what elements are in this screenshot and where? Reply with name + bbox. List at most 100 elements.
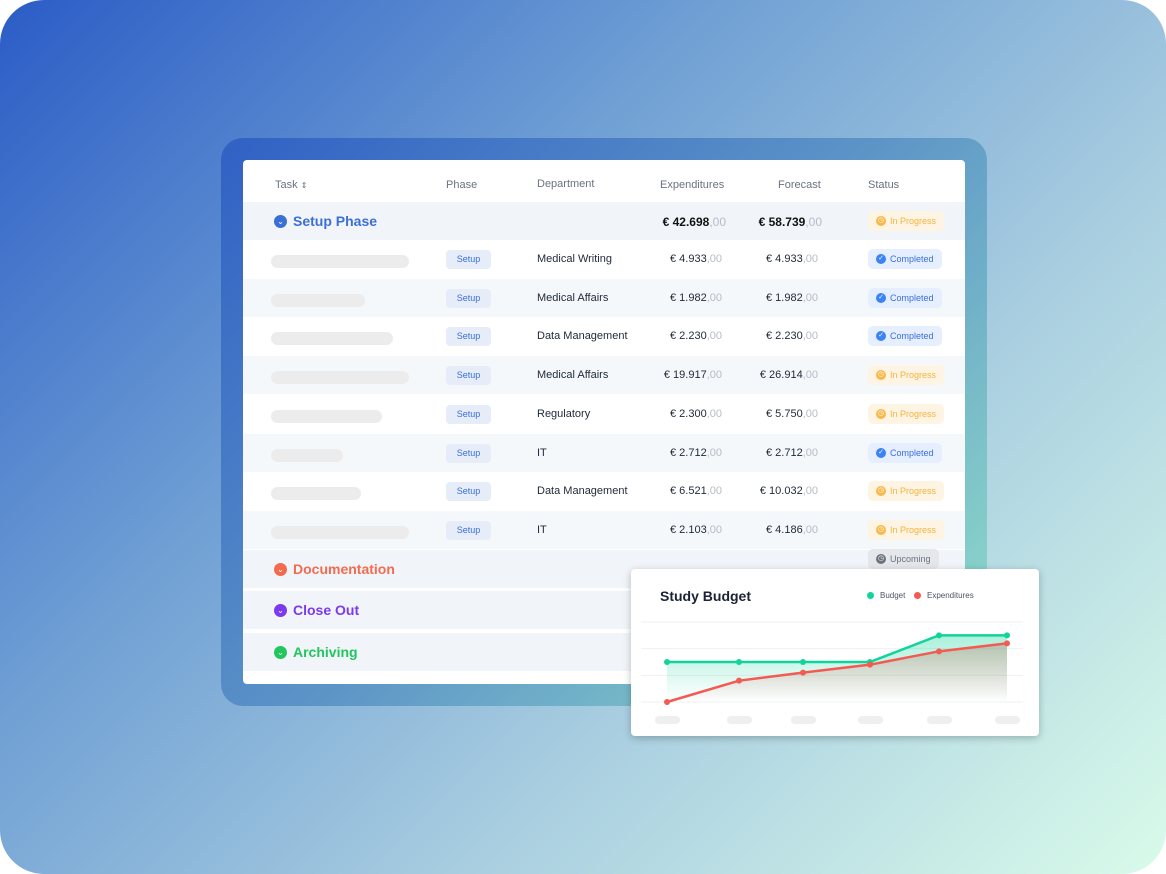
data-point bbox=[736, 659, 742, 665]
status-badge: ◷ Upcoming bbox=[868, 549, 939, 569]
table-row[interactable]: Setup IT € 2.712,00 € 2.712,00 ✓ Complete… bbox=[243, 433, 965, 472]
data-point bbox=[800, 669, 806, 676]
group-expenditures: € 42.698,00 bbox=[662, 215, 726, 229]
chart-title: Study Budget bbox=[660, 588, 751, 604]
chevron-down-icon[interactable]: ⌄ bbox=[274, 646, 287, 659]
phase-tag: Setup bbox=[446, 482, 491, 502]
forecast: € 1.982,00 bbox=[766, 291, 818, 304]
table-row[interactable]: Setup Data Management € 2.230,00 € 2.230… bbox=[243, 317, 965, 355]
chart-plot bbox=[641, 621, 1023, 724]
clock-icon: ◷ bbox=[876, 486, 886, 497]
check-icon: ✓ bbox=[876, 447, 886, 458]
status-badge: ◷ In Progress bbox=[868, 403, 945, 424]
task-name-placeholder bbox=[271, 255, 409, 268]
data-point bbox=[1004, 632, 1010, 639]
data-point bbox=[936, 648, 942, 655]
forecast: € 2.712,00 bbox=[766, 446, 818, 459]
phase-tag: Setup bbox=[446, 404, 491, 424]
department: Regulatory bbox=[537, 407, 591, 420]
status-badge: ◷ In Progress bbox=[868, 211, 945, 231]
forecast: € 2.230,00 bbox=[766, 330, 818, 343]
phase-tag: Setup bbox=[446, 288, 491, 308]
task-name-placeholder bbox=[271, 371, 409, 385]
legend-expenditures: Expenditures bbox=[914, 591, 974, 600]
department: Data Management bbox=[537, 330, 628, 343]
data-point bbox=[736, 677, 742, 684]
header-status: Status bbox=[868, 179, 900, 191]
group-title: Close Out bbox=[293, 602, 360, 618]
status-badge: ◷ In Progress bbox=[868, 481, 945, 502]
expenditures: € 4.933,00 bbox=[670, 253, 722, 265]
group-title: Documentation bbox=[293, 561, 395, 577]
forecast: € 10.032,00 bbox=[759, 485, 818, 498]
expenditures: € 2.300,00 bbox=[670, 407, 722, 420]
status-badge: ✓ Completed bbox=[868, 249, 942, 269]
table-row[interactable]: Setup Data Management € 6.521,00 € 10.03… bbox=[243, 472, 965, 510]
legend-budget: Budget bbox=[867, 591, 905, 600]
table-row[interactable]: Setup Medical Affairs € 1.982,00 € 1.982… bbox=[243, 278, 965, 317]
header-department: Department bbox=[537, 178, 595, 190]
data-point bbox=[664, 699, 670, 705]
check-icon: ✓ bbox=[876, 254, 886, 264]
chevron-down-icon[interactable]: ⌄ bbox=[274, 604, 287, 617]
status-badge: ◷ In Progress bbox=[868, 365, 945, 386]
x-tick-label-placeholder bbox=[727, 716, 752, 724]
check-icon: ✓ bbox=[876, 331, 886, 342]
task-name-placeholder bbox=[271, 332, 393, 346]
header-task[interactable]: Task ⇕ bbox=[275, 179, 307, 191]
expenditures: € 19.917,00 bbox=[663, 369, 722, 382]
table-row[interactable]: Setup IT € 2.103,00 € 4.186,00 ◷ In Progr… bbox=[243, 510, 965, 549]
check-icon: ✓ bbox=[876, 292, 886, 303]
table-row[interactable]: Setup Regulatory € 2.300,00 € 5.750,00 ◷… bbox=[243, 395, 965, 433]
department: Medical Affairs bbox=[537, 291, 609, 304]
clock-icon: ◷ bbox=[876, 524, 886, 535]
data-point bbox=[800, 659, 806, 665]
sort-icon[interactable]: ⇕ bbox=[300, 181, 308, 190]
department: IT bbox=[537, 446, 547, 459]
group-forecast: € 58.739,00 bbox=[758, 215, 822, 229]
group-title: Setup Phase bbox=[293, 213, 378, 229]
department: Data Management bbox=[537, 485, 628, 498]
series-line bbox=[666, 642, 1008, 704]
series-line bbox=[667, 634, 1007, 664]
x-tick-label-placeholder bbox=[791, 716, 816, 724]
task-name-placeholder bbox=[271, 409, 382, 423]
header-phase: Phase bbox=[446, 179, 478, 191]
forecast: € 4.186,00 bbox=[766, 523, 818, 536]
x-tick-label-placeholder bbox=[995, 716, 1020, 724]
expenditures: € 6.521,00 bbox=[670, 485, 722, 498]
table-row[interactable]: Setup Medical Affairs € 19.917,00 € 26.9… bbox=[243, 356, 965, 395]
study-budget-chart: Study Budget Budget Expenditures bbox=[631, 569, 1039, 736]
series-area bbox=[667, 643, 1007, 702]
department: IT bbox=[537, 523, 547, 536]
status-badge: ✓ Completed bbox=[868, 442, 942, 463]
x-tick-label-placeholder bbox=[858, 716, 883, 724]
task-name-placeholder bbox=[271, 487, 361, 501]
data-point bbox=[1004, 640, 1010, 647]
task-name-placeholder bbox=[271, 525, 409, 539]
clock-icon: ◷ bbox=[876, 554, 886, 564]
table-row[interactable]: Setup Medical Writing € 4.933,00 € 4.933… bbox=[243, 240, 965, 278]
expenditures: € 1.982,00 bbox=[670, 291, 722, 304]
x-tick-label-placeholder bbox=[927, 716, 952, 724]
phase-tag: Setup bbox=[446, 250, 491, 269]
forecast: € 4.933,00 bbox=[766, 253, 818, 265]
group-setup-phase[interactable]: ⌄ Setup Phase € 42.698,00 € 58.739,00 ◷ I… bbox=[243, 202, 965, 240]
header-task-label: Task bbox=[275, 179, 298, 191]
status-badge: ✓ Completed bbox=[868, 287, 942, 308]
expenditures: € 2.712,00 bbox=[670, 446, 722, 459]
department: Medical Writing bbox=[537, 253, 612, 265]
group-title: Archiving bbox=[293, 644, 358, 660]
forecast: € 5.750,00 bbox=[766, 407, 818, 420]
phase-tag: Setup bbox=[446, 366, 491, 386]
chevron-down-icon[interactable]: ⌄ bbox=[274, 215, 287, 228]
clock-icon: ◷ bbox=[876, 370, 886, 381]
table-header: Task ⇕ Phase Department Expenditures For… bbox=[243, 160, 965, 202]
chevron-down-icon[interactable]: ⌄ bbox=[274, 563, 287, 576]
legend-dot bbox=[867, 592, 874, 599]
data-point bbox=[936, 632, 942, 639]
status-badge: ✓ Completed bbox=[868, 326, 942, 347]
task-name-placeholder bbox=[271, 448, 343, 462]
department: Medical Affairs bbox=[537, 369, 609, 382]
status-badge: ◷ In Progress bbox=[868, 519, 945, 540]
